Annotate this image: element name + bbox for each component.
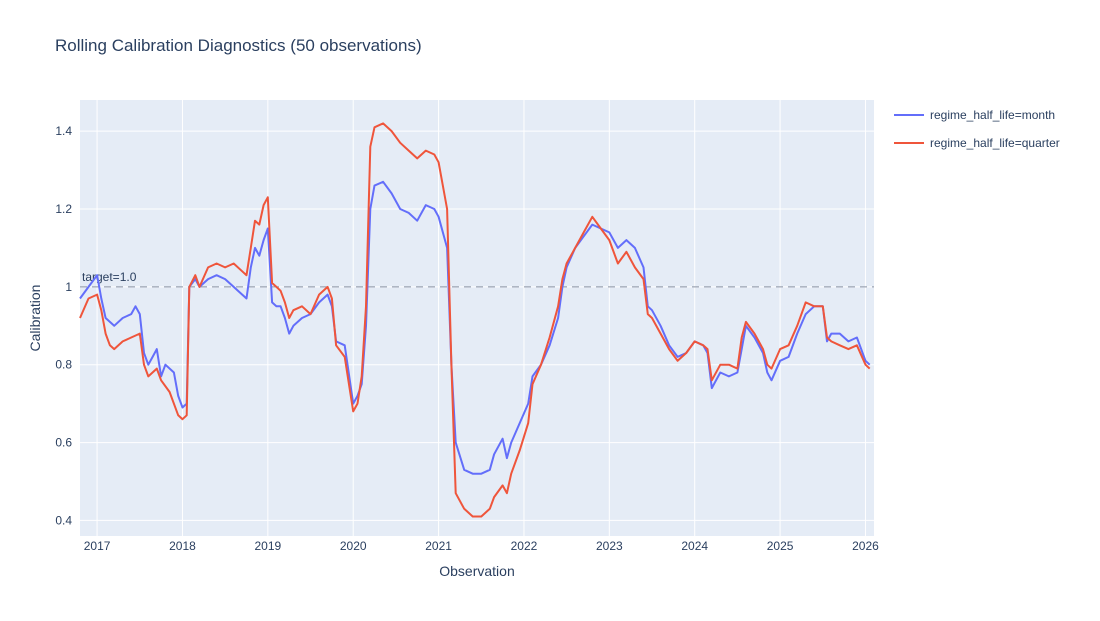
x-tick-label: 2018 — [169, 539, 196, 553]
legend-item-0[interactable]: regime_half_life=month — [894, 108, 1055, 122]
y-tick-label: 0.8 — [55, 358, 72, 372]
x-tick-label: 2019 — [254, 539, 281, 553]
x-tick-label: 2017 — [84, 539, 111, 553]
chart-title: Rolling Calibration Diagnostics (50 obse… — [55, 36, 422, 55]
x-tick-label: 2024 — [681, 539, 708, 553]
y-tick-label: 0.6 — [55, 436, 72, 450]
target-reference-label: target=1.0 — [82, 270, 137, 284]
x-axis-label: Observation — [439, 563, 514, 579]
y-tick-label: 1.4 — [55, 124, 72, 138]
legend: regime_half_life=month regime_half_life=q… — [894, 108, 1060, 150]
y-tick-label: 1.2 — [55, 202, 72, 216]
series-lines — [79, 122, 871, 518]
y-tick-label: 1 — [65, 280, 72, 294]
x-tick-label: 2022 — [511, 539, 538, 553]
x-tick-label: 2021 — [425, 539, 452, 553]
x-tick-label: 2025 — [767, 539, 794, 553]
series-line-1[interactable] — [79, 122, 871, 518]
x-tick-label: 2023 — [596, 539, 623, 553]
x-gridlines — [96, 100, 866, 536]
legend-label: regime_half_life=quarter — [930, 136, 1060, 150]
x-tick-label: 2026 — [852, 539, 879, 553]
plot-area[interactable] — [80, 100, 874, 536]
legend-item-1[interactable]: regime_half_life=quarter — [894, 136, 1060, 150]
y-tick-label: 0.4 — [55, 513, 72, 527]
x-tick-label: 2020 — [340, 539, 367, 553]
legend-label: regime_half_life=month — [930, 108, 1055, 122]
y-tick-labels: 0.4 0.6 0.8 1 1.2 1.4 — [55, 124, 72, 527]
y-axis-label: Calibration — [27, 285, 43, 352]
x-tick-labels: 2017 2018 2019 2020 2021 2022 2023 2024 2025 2026 — [84, 539, 879, 553]
